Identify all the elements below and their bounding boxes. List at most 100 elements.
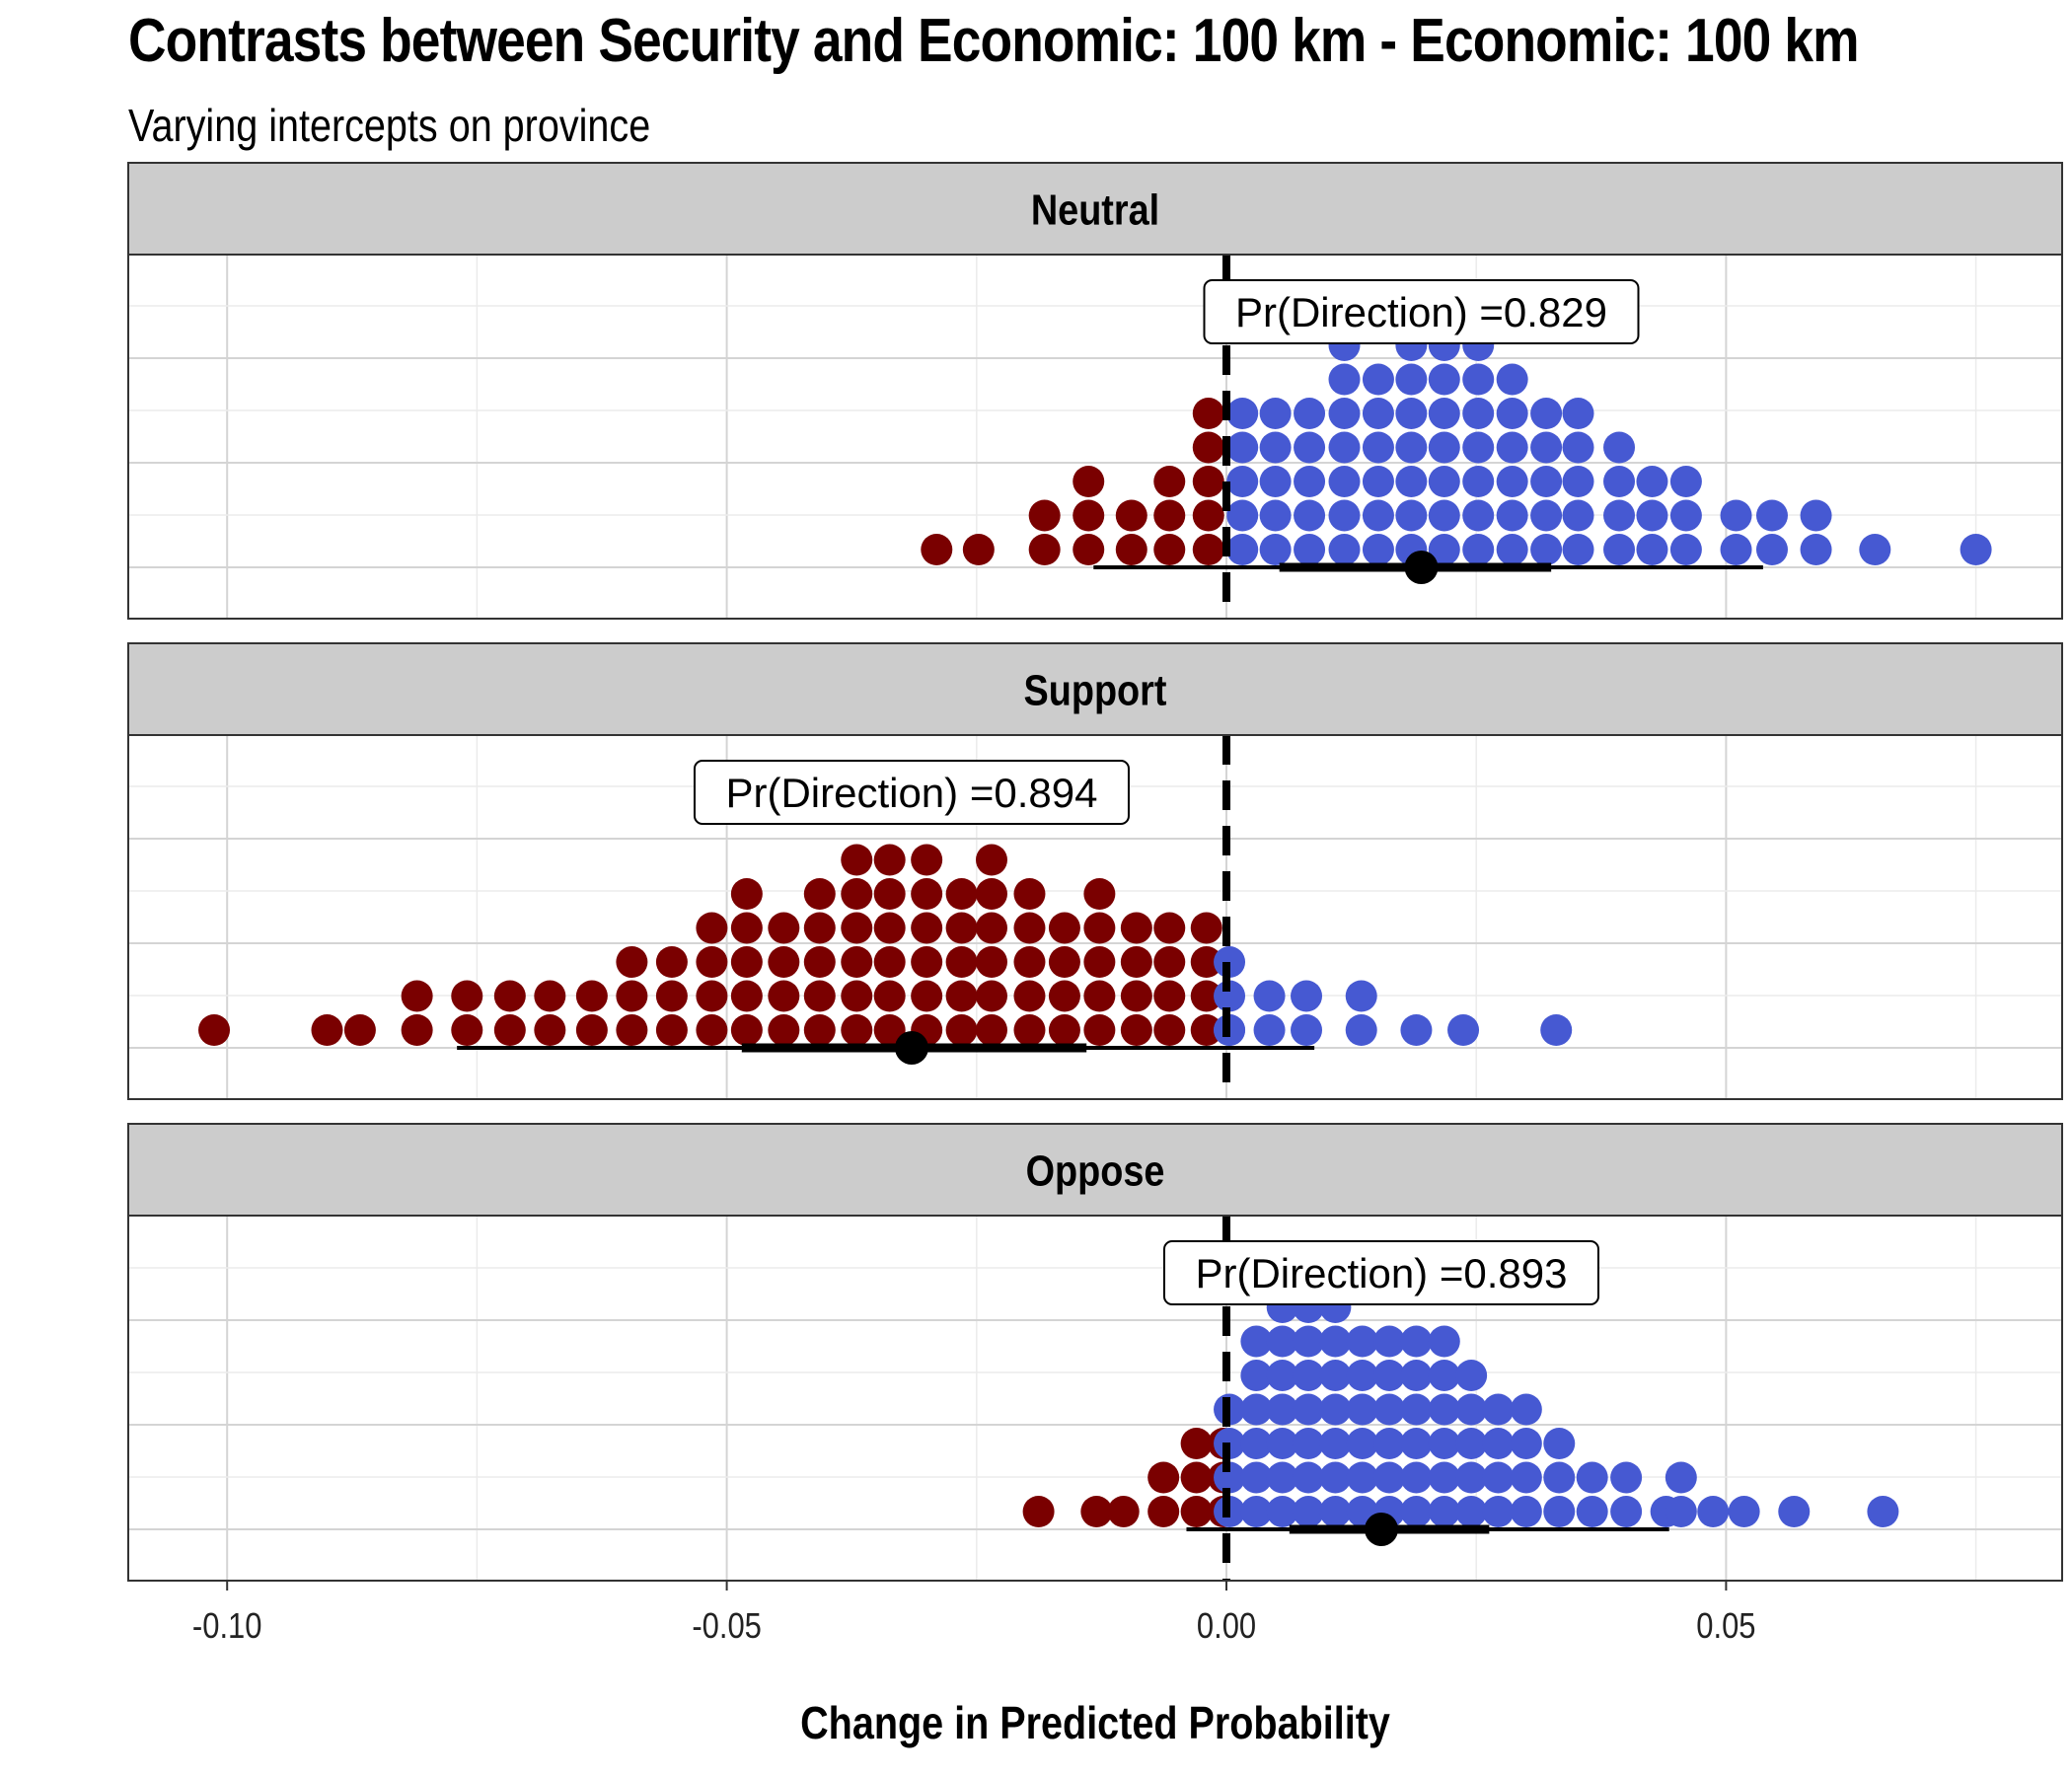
dot (873, 878, 906, 910)
dot (1859, 534, 1891, 565)
dot (1240, 1360, 1273, 1391)
dot (1180, 1461, 1213, 1494)
dot (803, 1014, 836, 1046)
dot (873, 946, 906, 978)
dot (1120, 912, 1152, 944)
dot (1153, 946, 1186, 978)
dot (655, 946, 688, 978)
dot (1190, 980, 1222, 1012)
dot (1576, 1461, 1608, 1494)
dot (730, 912, 763, 944)
panel-border (127, 734, 2063, 1100)
dot (616, 980, 648, 1012)
dot (1328, 431, 1361, 464)
dot (1428, 499, 1460, 532)
dot (1636, 534, 1668, 565)
dot (841, 946, 873, 978)
dot (803, 878, 836, 910)
dot (1153, 534, 1186, 565)
dot (1462, 466, 1495, 497)
dot (1083, 980, 1116, 1012)
dot (1083, 946, 1116, 978)
dot (768, 980, 800, 1012)
dot (730, 980, 763, 1012)
dot (1190, 946, 1222, 978)
dot (696, 946, 728, 978)
dot (1665, 1461, 1697, 1494)
dot (1048, 912, 1080, 944)
dot (962, 534, 995, 565)
dot (1496, 499, 1528, 532)
x-tick-label: -0.05 (692, 1607, 762, 1647)
dot (1153, 466, 1186, 497)
dot (1319, 1360, 1352, 1391)
dot (1362, 499, 1394, 532)
dot (1328, 534, 1361, 565)
dot (1755, 534, 1788, 565)
dot (1266, 1393, 1298, 1426)
dot (911, 912, 943, 944)
facet-strip-label: Support (1024, 666, 1167, 714)
x-tick-label: 0.00 (1197, 1607, 1256, 1647)
dot (1294, 466, 1326, 497)
dot (1294, 534, 1326, 565)
dot (1013, 1014, 1046, 1046)
dot (1530, 466, 1563, 497)
dot (1192, 398, 1224, 429)
dot (1293, 1393, 1325, 1426)
dot (1226, 431, 1259, 464)
dot (1259, 431, 1292, 464)
dot (803, 912, 836, 944)
dot (1013, 980, 1046, 1012)
dot (1428, 363, 1460, 396)
direction-label-box (693, 760, 1130, 825)
dot (1192, 431, 1224, 464)
dot (1720, 499, 1752, 532)
dot (1428, 1325, 1460, 1358)
dot (1428, 431, 1460, 464)
dot (1400, 1461, 1433, 1494)
dot (1120, 1014, 1152, 1046)
facet-strip-label: Neutral (1031, 185, 1159, 234)
x-axis-label: Change in Predicted Probability (800, 1698, 1390, 1748)
dot (1400, 1428, 1433, 1459)
dot (1400, 1360, 1433, 1391)
dot (534, 980, 566, 1012)
dot (1562, 499, 1594, 532)
dot (873, 844, 906, 876)
dot (1496, 431, 1528, 464)
dot (921, 534, 953, 565)
dot (1669, 466, 1702, 497)
dot (1373, 1360, 1406, 1391)
dot (841, 844, 873, 876)
dot (873, 980, 906, 1012)
dot (1540, 1014, 1573, 1046)
dot (1530, 534, 1563, 565)
dot (1482, 1461, 1515, 1494)
dot (1428, 1360, 1460, 1391)
dot (1373, 1325, 1406, 1358)
dot (1610, 1461, 1643, 1494)
dot (1669, 534, 1702, 565)
dot (1190, 1014, 1222, 1046)
dot (1455, 1360, 1488, 1391)
dot (1266, 1428, 1298, 1459)
dot (575, 1014, 608, 1046)
dot (1147, 1496, 1180, 1527)
dot (1867, 1496, 1899, 1527)
dot (1190, 912, 1222, 944)
direction-label-box (1203, 279, 1640, 344)
dot (1293, 1496, 1325, 1527)
dot (1530, 398, 1563, 429)
dot (945, 912, 978, 944)
dot (1153, 499, 1186, 532)
dot (1073, 534, 1105, 565)
dot (803, 946, 836, 978)
dot (655, 1014, 688, 1046)
dot (1462, 363, 1495, 396)
dot (1107, 1496, 1140, 1527)
dot (1395, 466, 1428, 497)
point-estimate (894, 1031, 928, 1065)
direction-label: Pr(Direction) =0.893 (1195, 1250, 1567, 1296)
dot (1603, 466, 1636, 497)
